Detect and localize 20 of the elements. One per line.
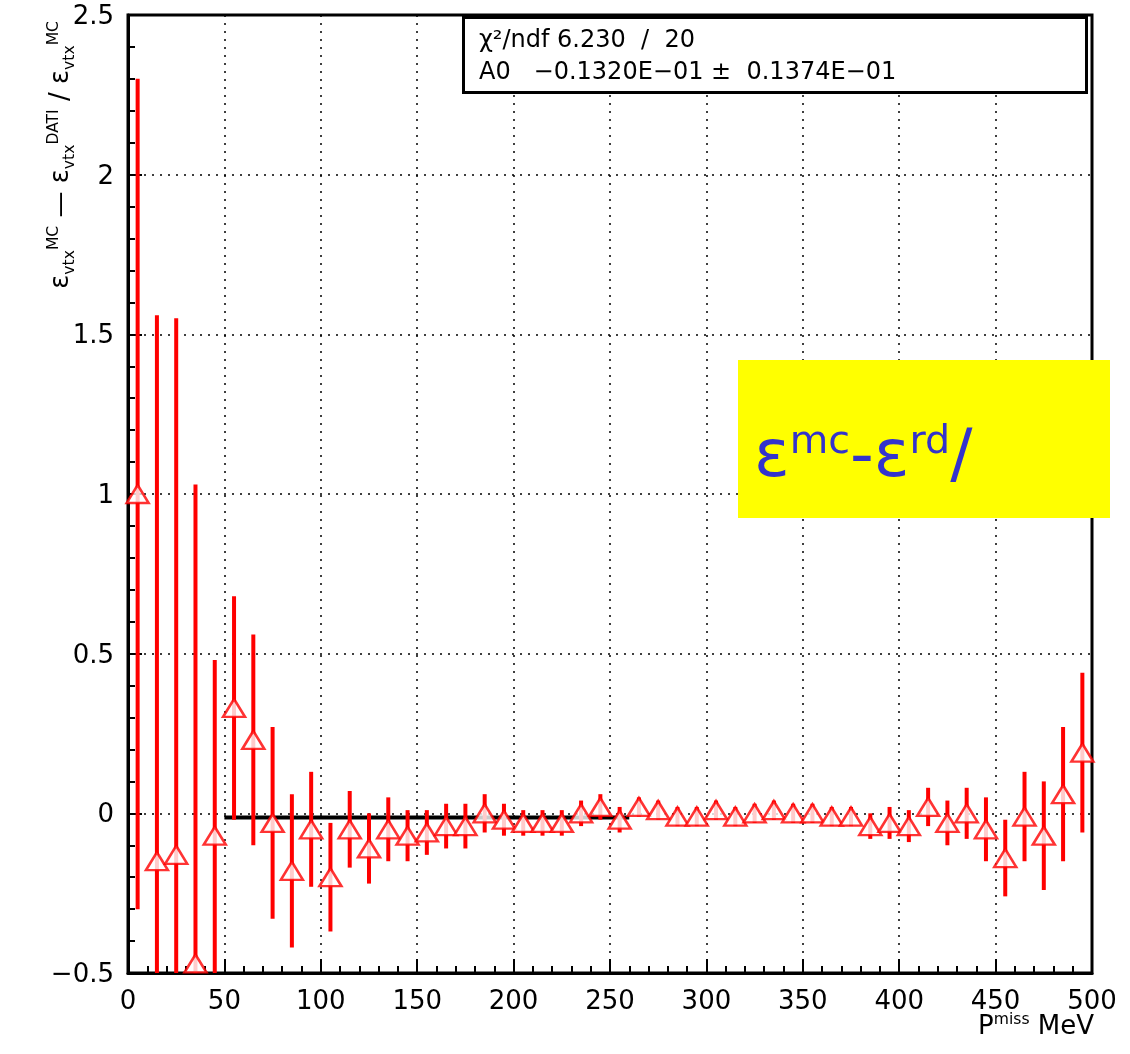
annotation: A0 −0.1320E−01 ± 0.1374E−01 <box>479 56 898 87</box>
x-tick-label: 100 <box>295 985 346 1015</box>
x-tick-label: 150 <box>392 985 443 1015</box>
y-tick-label: 1 <box>97 479 114 509</box>
x-tick-label: 0 <box>119 985 137 1015</box>
x-tick-label: 50 <box>207 985 241 1015</box>
y-tick-label: 1.5 <box>72 319 114 350</box>
x-tick-label: 300 <box>681 985 732 1015</box>
y-tick-label: 2 <box>97 159 114 190</box>
x-tick-label: 250 <box>585 985 635 1015</box>
y-tick-label: −0.5 <box>50 958 114 988</box>
x-tick-label: 200 <box>488 985 539 1015</box>
y-tick-label: 2.5 <box>72 0 114 30</box>
annotation: χ²/ndf 6.230 / 20 <box>479 24 696 55</box>
formula-box: ε$^{mc}$-ε$^{rd}$/ <box>738 360 1110 518</box>
y-tick-label: 0.5 <box>72 638 114 669</box>
x-tick-label: 400 <box>874 985 925 1015</box>
x-tick-label: 350 <box>777 985 828 1015</box>
y-tick-label: 0 <box>97 798 114 829</box>
stats-box: χ²/ndf 6.230 / 20 A0 −0.1320E−01 ± 0.1374E−01 <box>462 16 1088 94</box>
